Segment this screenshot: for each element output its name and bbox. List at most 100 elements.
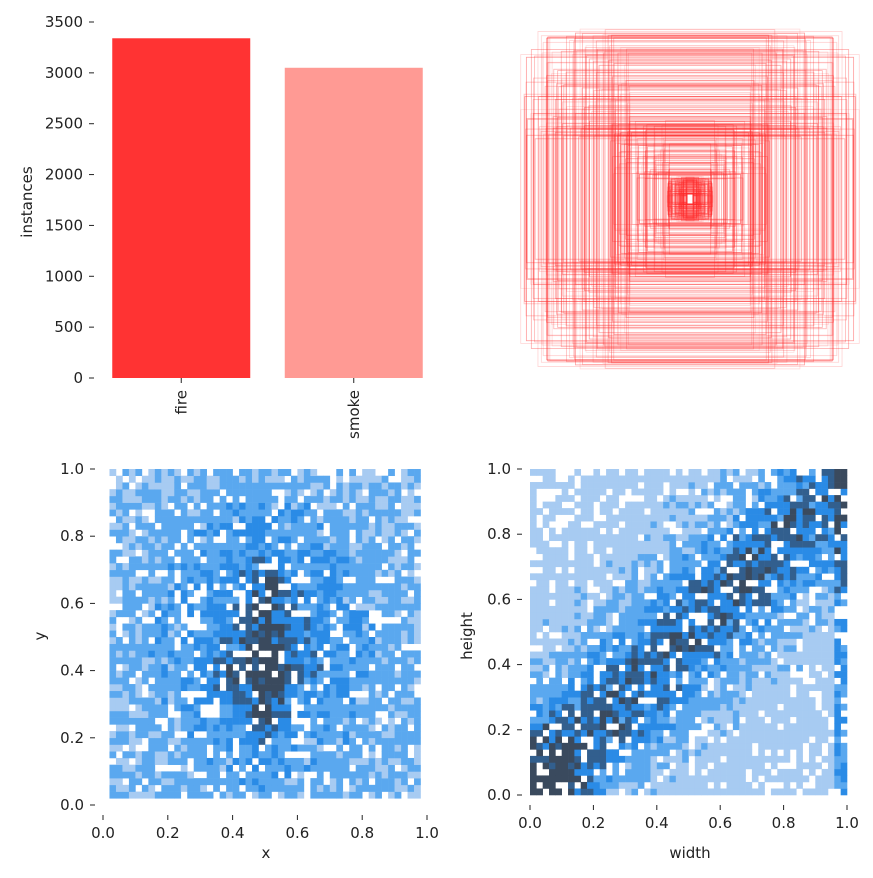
heat-cell — [381, 482, 389, 490]
heat-cell — [542, 723, 550, 731]
heat-cell — [656, 547, 664, 555]
heat-cell — [128, 495, 136, 503]
heat-cell — [777, 560, 784, 568]
heat-cell — [187, 603, 195, 611]
heat-cell — [161, 529, 169, 537]
heat-cell — [758, 697, 765, 705]
heat-cell — [161, 657, 169, 665]
heat-cell — [323, 556, 331, 564]
label-box — [551, 51, 829, 347]
heat-cell — [663, 579, 670, 587]
heat-cell — [770, 684, 778, 691]
heat-cell — [239, 704, 246, 712]
heat-cell — [394, 737, 402, 745]
heat-cell — [713, 742, 721, 750]
heat-cell — [154, 643, 162, 651]
heat-cell — [713, 573, 721, 581]
heat-cell — [701, 482, 708, 489]
heat-cell — [115, 509, 123, 517]
heat-cell — [796, 755, 803, 763]
heat-cell — [290, 502, 298, 510]
heat-cell — [115, 697, 123, 705]
heat-cell — [631, 586, 639, 594]
heat-cell — [200, 650, 207, 658]
label-box — [627, 131, 753, 267]
heat-cell — [732, 716, 740, 724]
heat-cell — [148, 630, 156, 638]
heat-cell — [631, 612, 639, 620]
heat-cell — [277, 536, 285, 544]
heat-cell — [167, 516, 175, 524]
heat-cell — [122, 697, 130, 705]
heat-cell — [290, 563, 298, 571]
heat-cell — [618, 586, 626, 594]
heat-cell — [258, 469, 266, 477]
heat-cell — [618, 677, 626, 685]
label-box — [548, 108, 832, 290]
heat-cell — [580, 768, 588, 776]
heat-cell — [265, 670, 272, 678]
heat-cell — [783, 716, 791, 724]
heat-cell — [650, 521, 658, 528]
heat-cell — [290, 529, 298, 537]
heat-cell — [764, 488, 772, 496]
heat-cell — [625, 755, 632, 763]
label-box — [618, 128, 762, 270]
heat-cell — [732, 553, 740, 561]
heat-cell — [336, 657, 344, 665]
heat-cell — [206, 563, 214, 571]
heat-cell — [802, 651, 810, 659]
heat-cell — [707, 599, 715, 607]
heat-cell — [764, 501, 772, 509]
heat-cell — [713, 579, 721, 587]
label-box — [672, 178, 708, 220]
heat-cell — [148, 610, 156, 618]
heat-cell — [574, 658, 582, 665]
heat-cell — [154, 677, 162, 685]
heat-cell — [631, 508, 639, 515]
heat-cell — [200, 744, 207, 752]
heat-cell — [141, 751, 149, 759]
heat-cell — [161, 563, 169, 571]
heat-cell — [174, 516, 182, 524]
heat-cell — [783, 768, 791, 776]
heat-cell — [821, 495, 829, 502]
heat-cell — [213, 751, 220, 759]
heat-cell — [625, 475, 632, 483]
heat-cell — [368, 556, 376, 564]
label-box — [561, 78, 819, 320]
heat-cell — [675, 762, 683, 770]
heat-cell — [796, 501, 803, 509]
heat-cell — [530, 495, 537, 502]
heat-cell — [599, 547, 607, 555]
heat-cell — [193, 495, 201, 503]
heat-cell — [663, 658, 670, 665]
heat-cell — [694, 775, 702, 783]
heat-cell — [323, 757, 331, 765]
heat-cell — [656, 599, 664, 607]
heat-cell — [362, 603, 369, 611]
heat-cell — [336, 516, 344, 524]
heat-cell — [342, 569, 350, 577]
heat-cell — [206, 556, 214, 564]
heat-x-tick-label: 1.0 — [415, 824, 439, 842]
heat-cell — [180, 778, 188, 786]
heat-cell — [245, 757, 253, 765]
heat-cell — [631, 671, 639, 678]
heat-cell — [180, 724, 188, 732]
heat-cell — [316, 623, 324, 631]
heat-cell — [675, 755, 683, 763]
heat-cell — [542, 469, 550, 476]
heat-cell — [568, 586, 575, 594]
heat-cell — [200, 603, 207, 611]
heat-cell — [713, 592, 721, 600]
heat-cell — [388, 502, 395, 510]
heat-cell — [414, 657, 421, 665]
heat-cell — [349, 737, 357, 745]
heat-cell — [542, 697, 550, 705]
heat-cell — [637, 488, 645, 496]
heat-cell — [381, 489, 389, 497]
heat-cell — [656, 586, 664, 594]
heat-cell — [796, 703, 803, 711]
heat-cell — [574, 514, 582, 522]
